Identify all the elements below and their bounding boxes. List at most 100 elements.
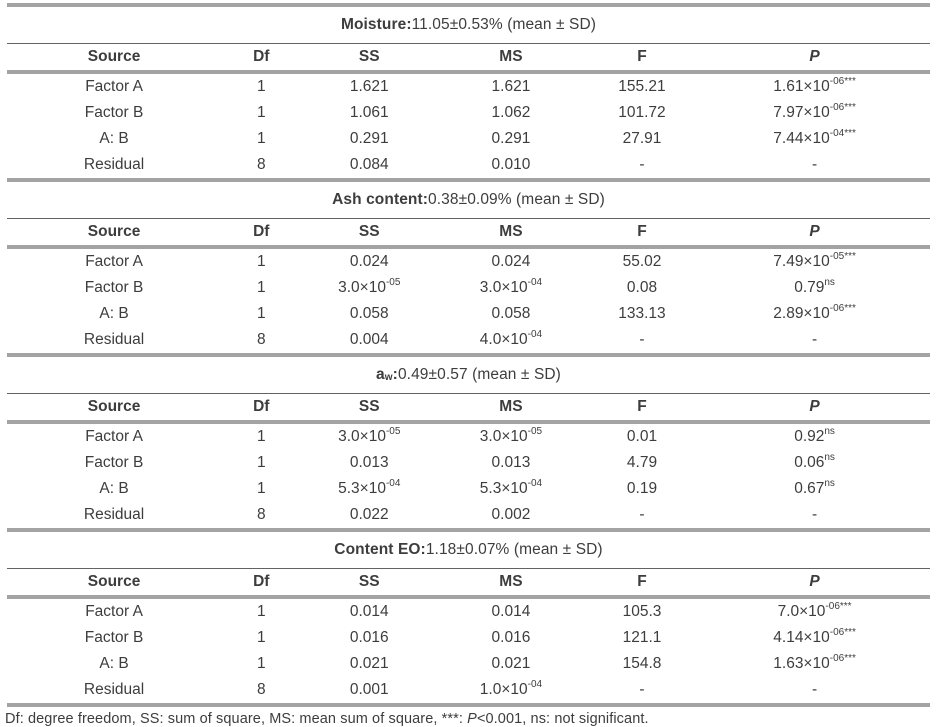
cell: Factor A <box>7 428 221 446</box>
cell: - <box>699 681 930 699</box>
table-row: Factor A 1 3.0×10-05 3.0×10-05 0.01 0.92ns <box>7 424 930 450</box>
cell: 1 <box>221 305 301 323</box>
text-segment: <0.001, ns: not significant. <box>476 711 649 727</box>
thin-divider <box>7 393 930 394</box>
column-header: F <box>585 573 699 591</box>
cell: 101.72 <box>585 104 699 122</box>
text-segment: F <box>637 48 647 65</box>
text-segment: Factor B <box>84 279 144 296</box>
table-row: A: B 1 0.021 0.021 154.8 1.63×10-06*** <box>7 651 930 677</box>
cell: 0.058 <box>301 305 437 323</box>
table-row: Residual 8 0.084 0.010 - - <box>7 152 930 178</box>
text-segment: 7.44×10 <box>773 130 830 147</box>
text-segment: 2.89×10 <box>773 305 830 322</box>
table-row: Factor B 1 0.013 0.013 4.79 0.06ns <box>7 450 930 476</box>
cell: 7.0×10-06*** <box>699 601 930 621</box>
column-header: SS <box>301 573 437 591</box>
cell: 1 <box>221 655 301 673</box>
column-header: F <box>585 48 699 66</box>
cell: 0.021 <box>437 655 585 673</box>
text-segment: 1 <box>256 104 266 121</box>
text-segment: 3.0×10 <box>338 279 386 296</box>
cell: 7.49×10-05*** <box>699 251 930 271</box>
text-segment: - <box>639 156 645 173</box>
text-segment: a <box>376 366 385 383</box>
cell: 2.89×10-06*** <box>699 303 930 323</box>
text-segment: P <box>809 48 820 65</box>
text-segment: SS <box>358 573 380 590</box>
text-segment: SS <box>358 223 380 240</box>
table-row: A: B 1 0.058 0.058 133.13 2.89×10-06*** <box>7 301 930 327</box>
text-segment: 0.79 <box>794 279 825 296</box>
cell: A: B <box>7 130 221 148</box>
superscript-text: -04 <box>385 477 401 489</box>
cell: 4.0×10-04 <box>437 329 585 349</box>
text-segment: 7.0×10 <box>777 603 826 620</box>
text-segment: 1.062 <box>491 104 531 121</box>
cell: 8 <box>221 156 301 174</box>
text-segment: 0.058 <box>349 305 389 322</box>
cell: 1.621 <box>437 78 585 96</box>
column-header: Df <box>221 573 301 591</box>
cell: - <box>585 331 699 349</box>
column-header: Df <box>221 398 301 416</box>
text-segment: A: B <box>99 305 129 322</box>
cell: 0.014 <box>437 603 585 621</box>
text-segment: MS <box>499 573 523 590</box>
cell: 1.061 <box>301 104 437 122</box>
cell: 7.44×10-04*** <box>699 127 930 148</box>
text-segment: 5.3×10 <box>338 480 386 497</box>
cell: 0.058 <box>437 305 585 323</box>
text-segment: MS <box>499 398 523 415</box>
text-segment: 1.61×10 <box>773 78 830 95</box>
table-row: Factor B 1 3.0×10-05 3.0×10-04 0.08 0.79ns <box>7 275 930 301</box>
text-segment: 4.0×10 <box>479 331 528 348</box>
column-header: P <box>699 48 930 66</box>
cell: 1.63×10-06*** <box>699 652 930 673</box>
text-segment: 0.021 <box>491 655 531 672</box>
text-segment: Factor A <box>85 428 143 445</box>
text-segment: Residual <box>83 681 145 698</box>
text-segment: 1.621 <box>349 78 389 95</box>
cell: 0.024 <box>301 253 437 271</box>
text-segment: 105.3 <box>622 603 662 620</box>
cell: 4.14×10-06*** <box>699 626 930 647</box>
table-row: Factor B 1 1.061 1.062 101.72 7.97×10-06*** <box>7 100 930 126</box>
text-segment: - <box>639 681 645 698</box>
cell: 3.0×10-05 <box>301 426 437 446</box>
text-segment: 3.0×10 <box>338 428 386 445</box>
text-segment: 1 <box>256 428 266 445</box>
text-segment: 0.010 <box>491 156 531 173</box>
cell: 0.01 <box>585 428 699 446</box>
column-header: Df <box>221 48 301 66</box>
table-header-row: Source Df SS MS F P <box>7 569 930 595</box>
text-segment: 0.49±0.57 (mean ± SD) <box>397 366 561 383</box>
text-segment: 0.024 <box>349 253 389 270</box>
superscript-text: -04*** <box>829 127 856 139</box>
column-header: Source <box>7 573 221 591</box>
cell: 8 <box>221 681 301 699</box>
text-segment: 1.0×10 <box>479 681 528 698</box>
text-segment: Residual <box>83 156 145 173</box>
text-segment: 154.8 <box>622 655 662 672</box>
text-segment: 0.016 <box>491 629 531 646</box>
cell: 0.004 <box>301 331 437 349</box>
table-row: Residual 8 0.004 4.0×10-04 - - <box>7 327 930 353</box>
text-segment: Source <box>87 573 141 590</box>
text-segment: 1 <box>256 480 266 497</box>
cell: A: B <box>7 655 221 673</box>
section-title-content-eo: Content EO: 1.18±0.07% (mean ± SD) <box>7 532 930 568</box>
table-footnote: Df: degree freedom, SS: sum of square, M… <box>0 707 937 727</box>
superscript-text: -06*** <box>829 652 856 664</box>
column-header: P <box>699 398 930 416</box>
table-row: Residual 8 0.001 1.0×10-04 - - <box>7 677 930 703</box>
cell: 1 <box>221 78 301 96</box>
cell: 0.021 <box>301 655 437 673</box>
superscript-text: -05 <box>527 425 543 437</box>
cell: A: B <box>7 305 221 323</box>
text-segment: 1.621 <box>491 78 531 95</box>
text-segment: 0.08 <box>626 279 658 296</box>
superscript-text: -06*** <box>829 626 856 638</box>
text-segment: 121.1 <box>622 629 662 646</box>
cell: - <box>699 331 930 349</box>
